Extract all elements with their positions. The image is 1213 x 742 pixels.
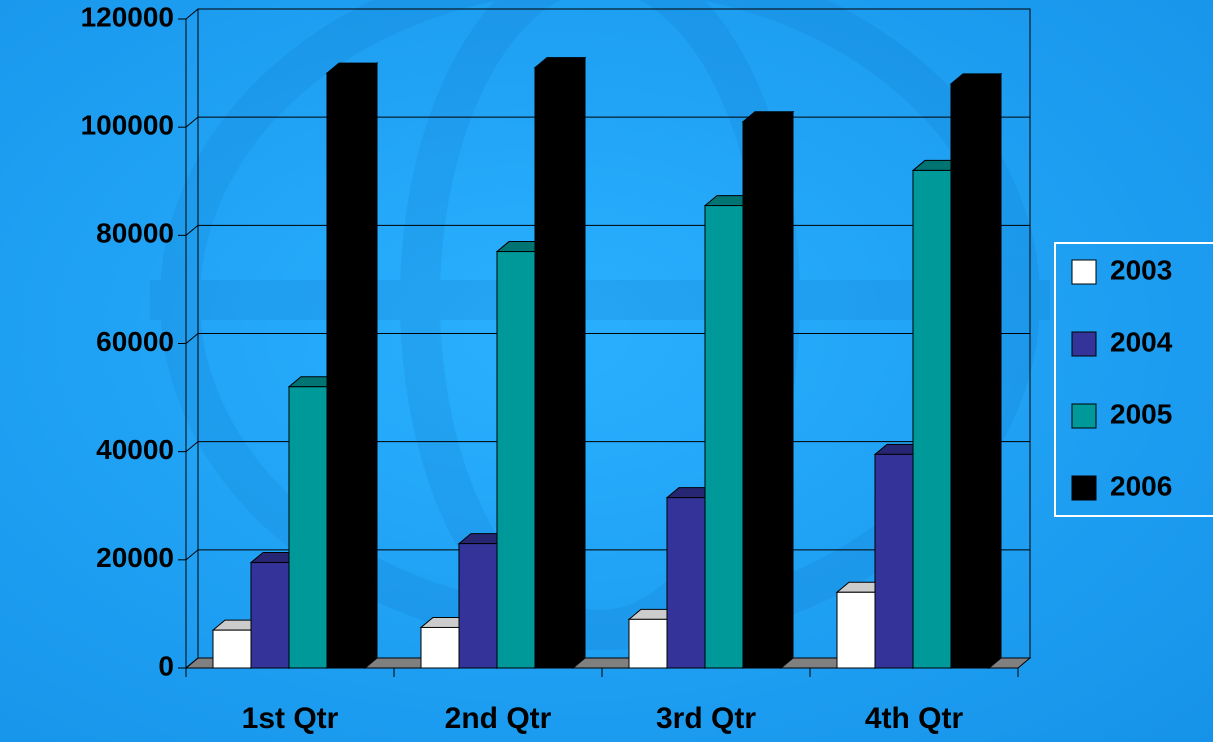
bar-front (950, 83, 990, 669)
y-tick-label: 100000 (81, 110, 174, 141)
bar-front (874, 453, 914, 669)
grid-line-side (185, 224, 199, 236)
legend-swatch (1071, 403, 1097, 429)
x-tick-label: 2nd Qtr (445, 702, 552, 735)
bar-front (836, 591, 876, 669)
bar (325, 62, 379, 670)
bar-front (912, 169, 952, 669)
bar (533, 56, 587, 670)
x-tick-label: 3rd Qtr (656, 702, 756, 735)
bar-front (628, 618, 668, 669)
bar-front (326, 72, 366, 669)
plot-area: 0 20000 40000 60000 80000 100000 120000 1st Qtr… (81, 1, 1032, 735)
bar-front (420, 626, 460, 669)
legend-swatch (1071, 475, 1097, 501)
bar (741, 110, 795, 670)
y-tick-label: 40000 (96, 434, 174, 465)
grid-line-side (185, 8, 199, 20)
grid-line-side (185, 116, 199, 128)
bar-front (212, 629, 252, 669)
legend-label: 2004 (1110, 326, 1173, 357)
x-tick-label: 1st Qtr (242, 702, 339, 735)
grid-line-side (185, 333, 199, 344)
y-tick-label: 60000 (96, 326, 174, 357)
legend-label: 2005 (1110, 398, 1172, 429)
legend-label: 2006 (1110, 470, 1172, 501)
y-tick-label: 80000 (96, 218, 174, 249)
legend-box (1054, 242, 1213, 517)
bar-side (780, 110, 794, 670)
bar (949, 72, 1003, 670)
x-tick-label: 4th Qtr (865, 702, 964, 735)
bar-side (364, 62, 378, 670)
grid-line-side (185, 657, 199, 669)
bar-front (288, 386, 328, 669)
grid-line-side (185, 549, 199, 561)
bar-side (572, 56, 586, 670)
grid-line-side (185, 441, 199, 453)
bar-front (534, 67, 574, 669)
y-tick-label: 120000 (81, 1, 174, 32)
y-tick-label: 20000 (96, 542, 174, 573)
bar-front (742, 121, 782, 669)
legend-label: 2003 (1110, 254, 1172, 285)
y-tick-label: 0 (158, 650, 174, 681)
bar-front (250, 562, 290, 669)
bar-front (496, 251, 536, 669)
legend-swatch (1071, 331, 1097, 357)
bar-front (458, 543, 498, 669)
bar-front (704, 205, 744, 669)
bar-front (666, 497, 706, 669)
bar-side (988, 72, 1002, 670)
legend-swatch (1071, 259, 1097, 285)
